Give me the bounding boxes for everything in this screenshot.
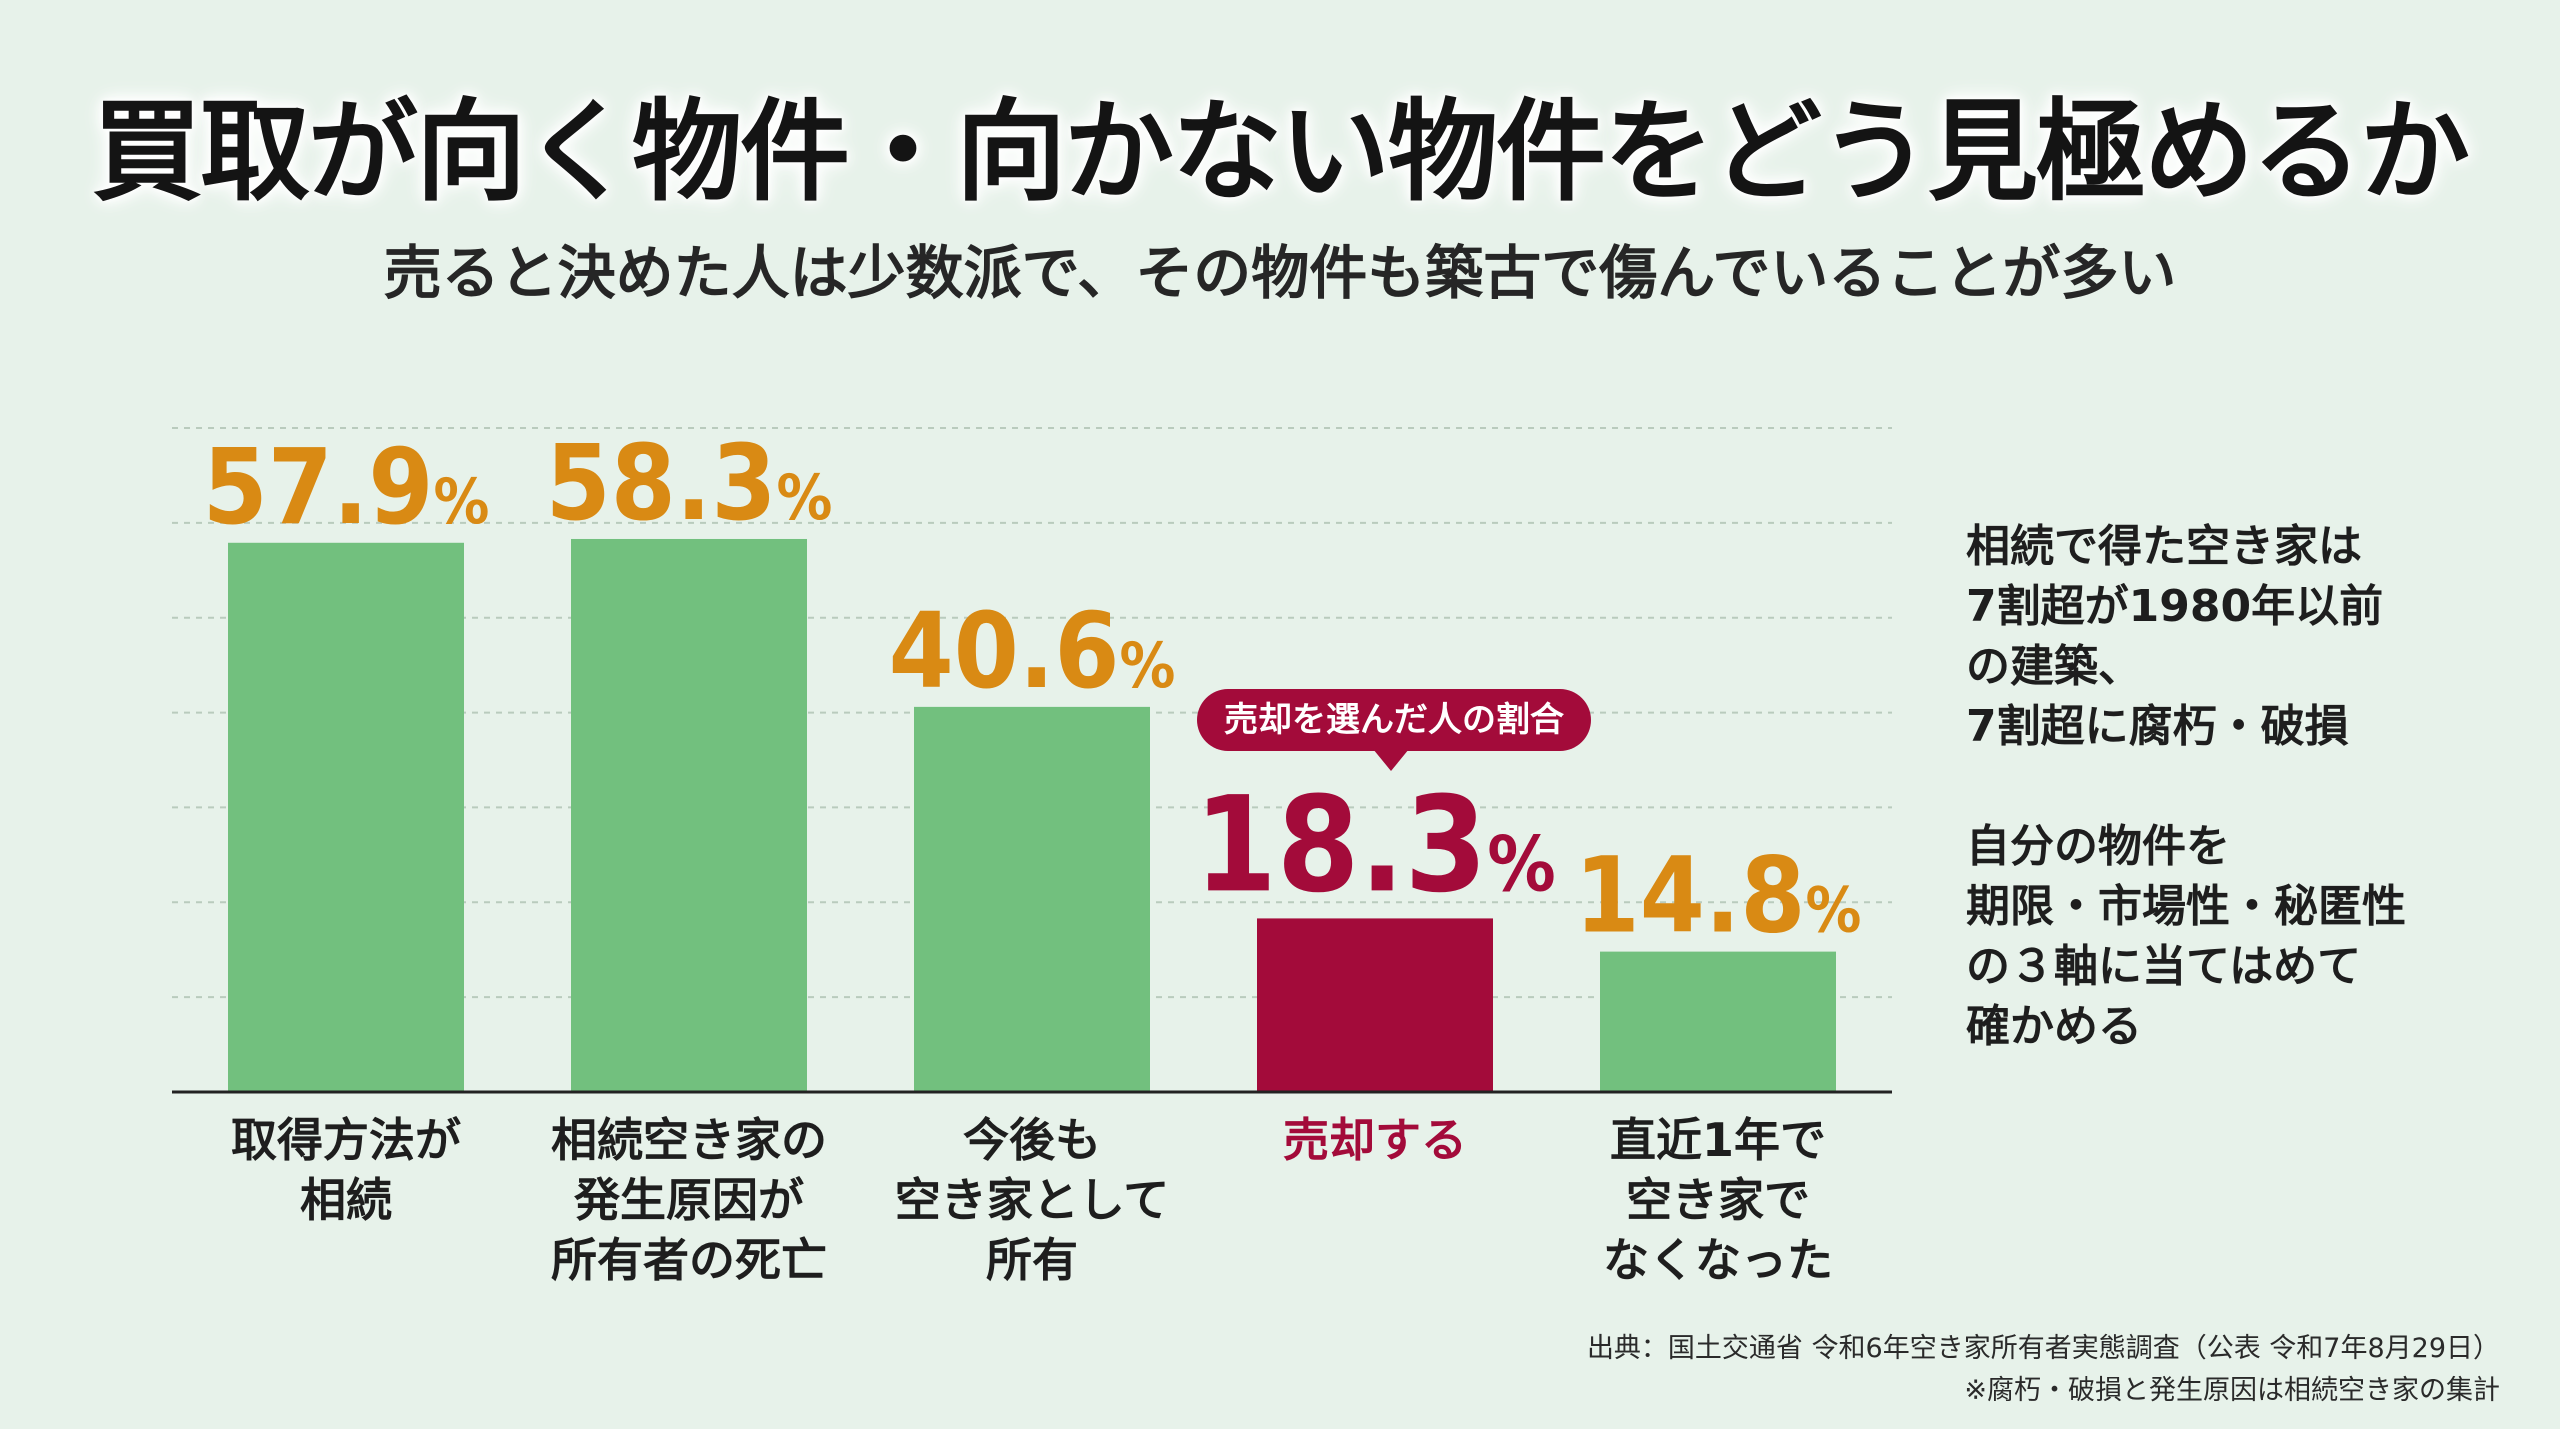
bar <box>1600 951 1836 1092</box>
tick-label-line: 空き家で <box>1626 1173 1810 1227</box>
side-note-line: の３軸に当てはめて <box>1966 941 2362 992</box>
side-note-2: 自分の物件を期限・市場性・秘匿性 の３軸に当てはめて 確かめる <box>1966 817 2406 1057</box>
tick-label: 売却する <box>1215 1110 1535 1170</box>
chart-subtitle: 売ると決めた人は少数派で、その物件も築古で傷んでいることが多い <box>383 239 2177 307</box>
bar <box>228 542 464 1092</box>
side-note-line: 7割超が1980年以前 <box>1966 581 2384 632</box>
tick-label: 直近1年で空き家でなくなった <box>1558 1110 1878 1290</box>
data-label: 40.6% <box>889 590 1176 712</box>
tick-label-line: 発生原因が <box>574 1173 804 1227</box>
data-label: 58.3% <box>546 422 833 544</box>
bar <box>914 706 1150 1092</box>
data-label: 18.3% <box>1194 768 1556 922</box>
tick-label-line: 直近1年で <box>1609 1113 1826 1167</box>
side-note-line: の建築、 <box>1966 641 2142 692</box>
source-note: 出典：国土交通省 令和6年空き家所有者実態調査（公表 令和7年8月29日） <box>1586 1333 2500 1364</box>
bar <box>1257 918 1493 1092</box>
side-note-1: 相続で得た空き家は 7割超が1980年以前 の建築、 7割超に腐朽・破損 <box>1966 517 2383 757</box>
data-label: 14.8% <box>1575 835 1862 957</box>
side-note-line: 7割超に腐朽・破損 <box>1966 701 2349 752</box>
footnote: ※腐朽・破損と発生原因は相続空き家の集計 <box>1964 1375 2500 1406</box>
tick-label: 今後も空き家として 所有 <box>872 1110 1192 1290</box>
tick-label-line: なくなった <box>1603 1233 1833 1287</box>
tick-label-line: 売却する <box>1283 1113 1467 1167</box>
highlight-callout: 売却を選んだ人の割合 <box>1197 689 1591 771</box>
side-note-line: 相続で得た空き家は <box>1966 521 2362 572</box>
bar <box>571 538 807 1092</box>
tick-label-line: 所有 <box>986 1233 1078 1287</box>
side-note-line: 期限・市場性・秘匿性 <box>1966 881 2406 932</box>
tick-label-line: 今後も <box>963 1113 1101 1167</box>
tick-label-line: 空き家として <box>894 1173 1170 1227</box>
tick-label-line: 取得方法が <box>231 1113 461 1167</box>
side-note-line: 確かめる <box>1966 1001 2142 1052</box>
tick-label-line: 相続空き家の <box>551 1113 827 1167</box>
side-note-line: 自分の物件を <box>1966 821 2230 872</box>
tick-label: 相続空き家の 発生原因が所有者の死亡 <box>529 1110 849 1290</box>
tick-label: 取得方法が 相続 <box>186 1110 506 1230</box>
tick-label-line: 相続 <box>300 1173 392 1227</box>
data-label: 57.9% <box>203 426 490 548</box>
chart-title: 買取が向く物件・向かない物件をどう見極めるか <box>92 88 2470 216</box>
tick-label-line: 所有者の死亡 <box>551 1233 827 1287</box>
